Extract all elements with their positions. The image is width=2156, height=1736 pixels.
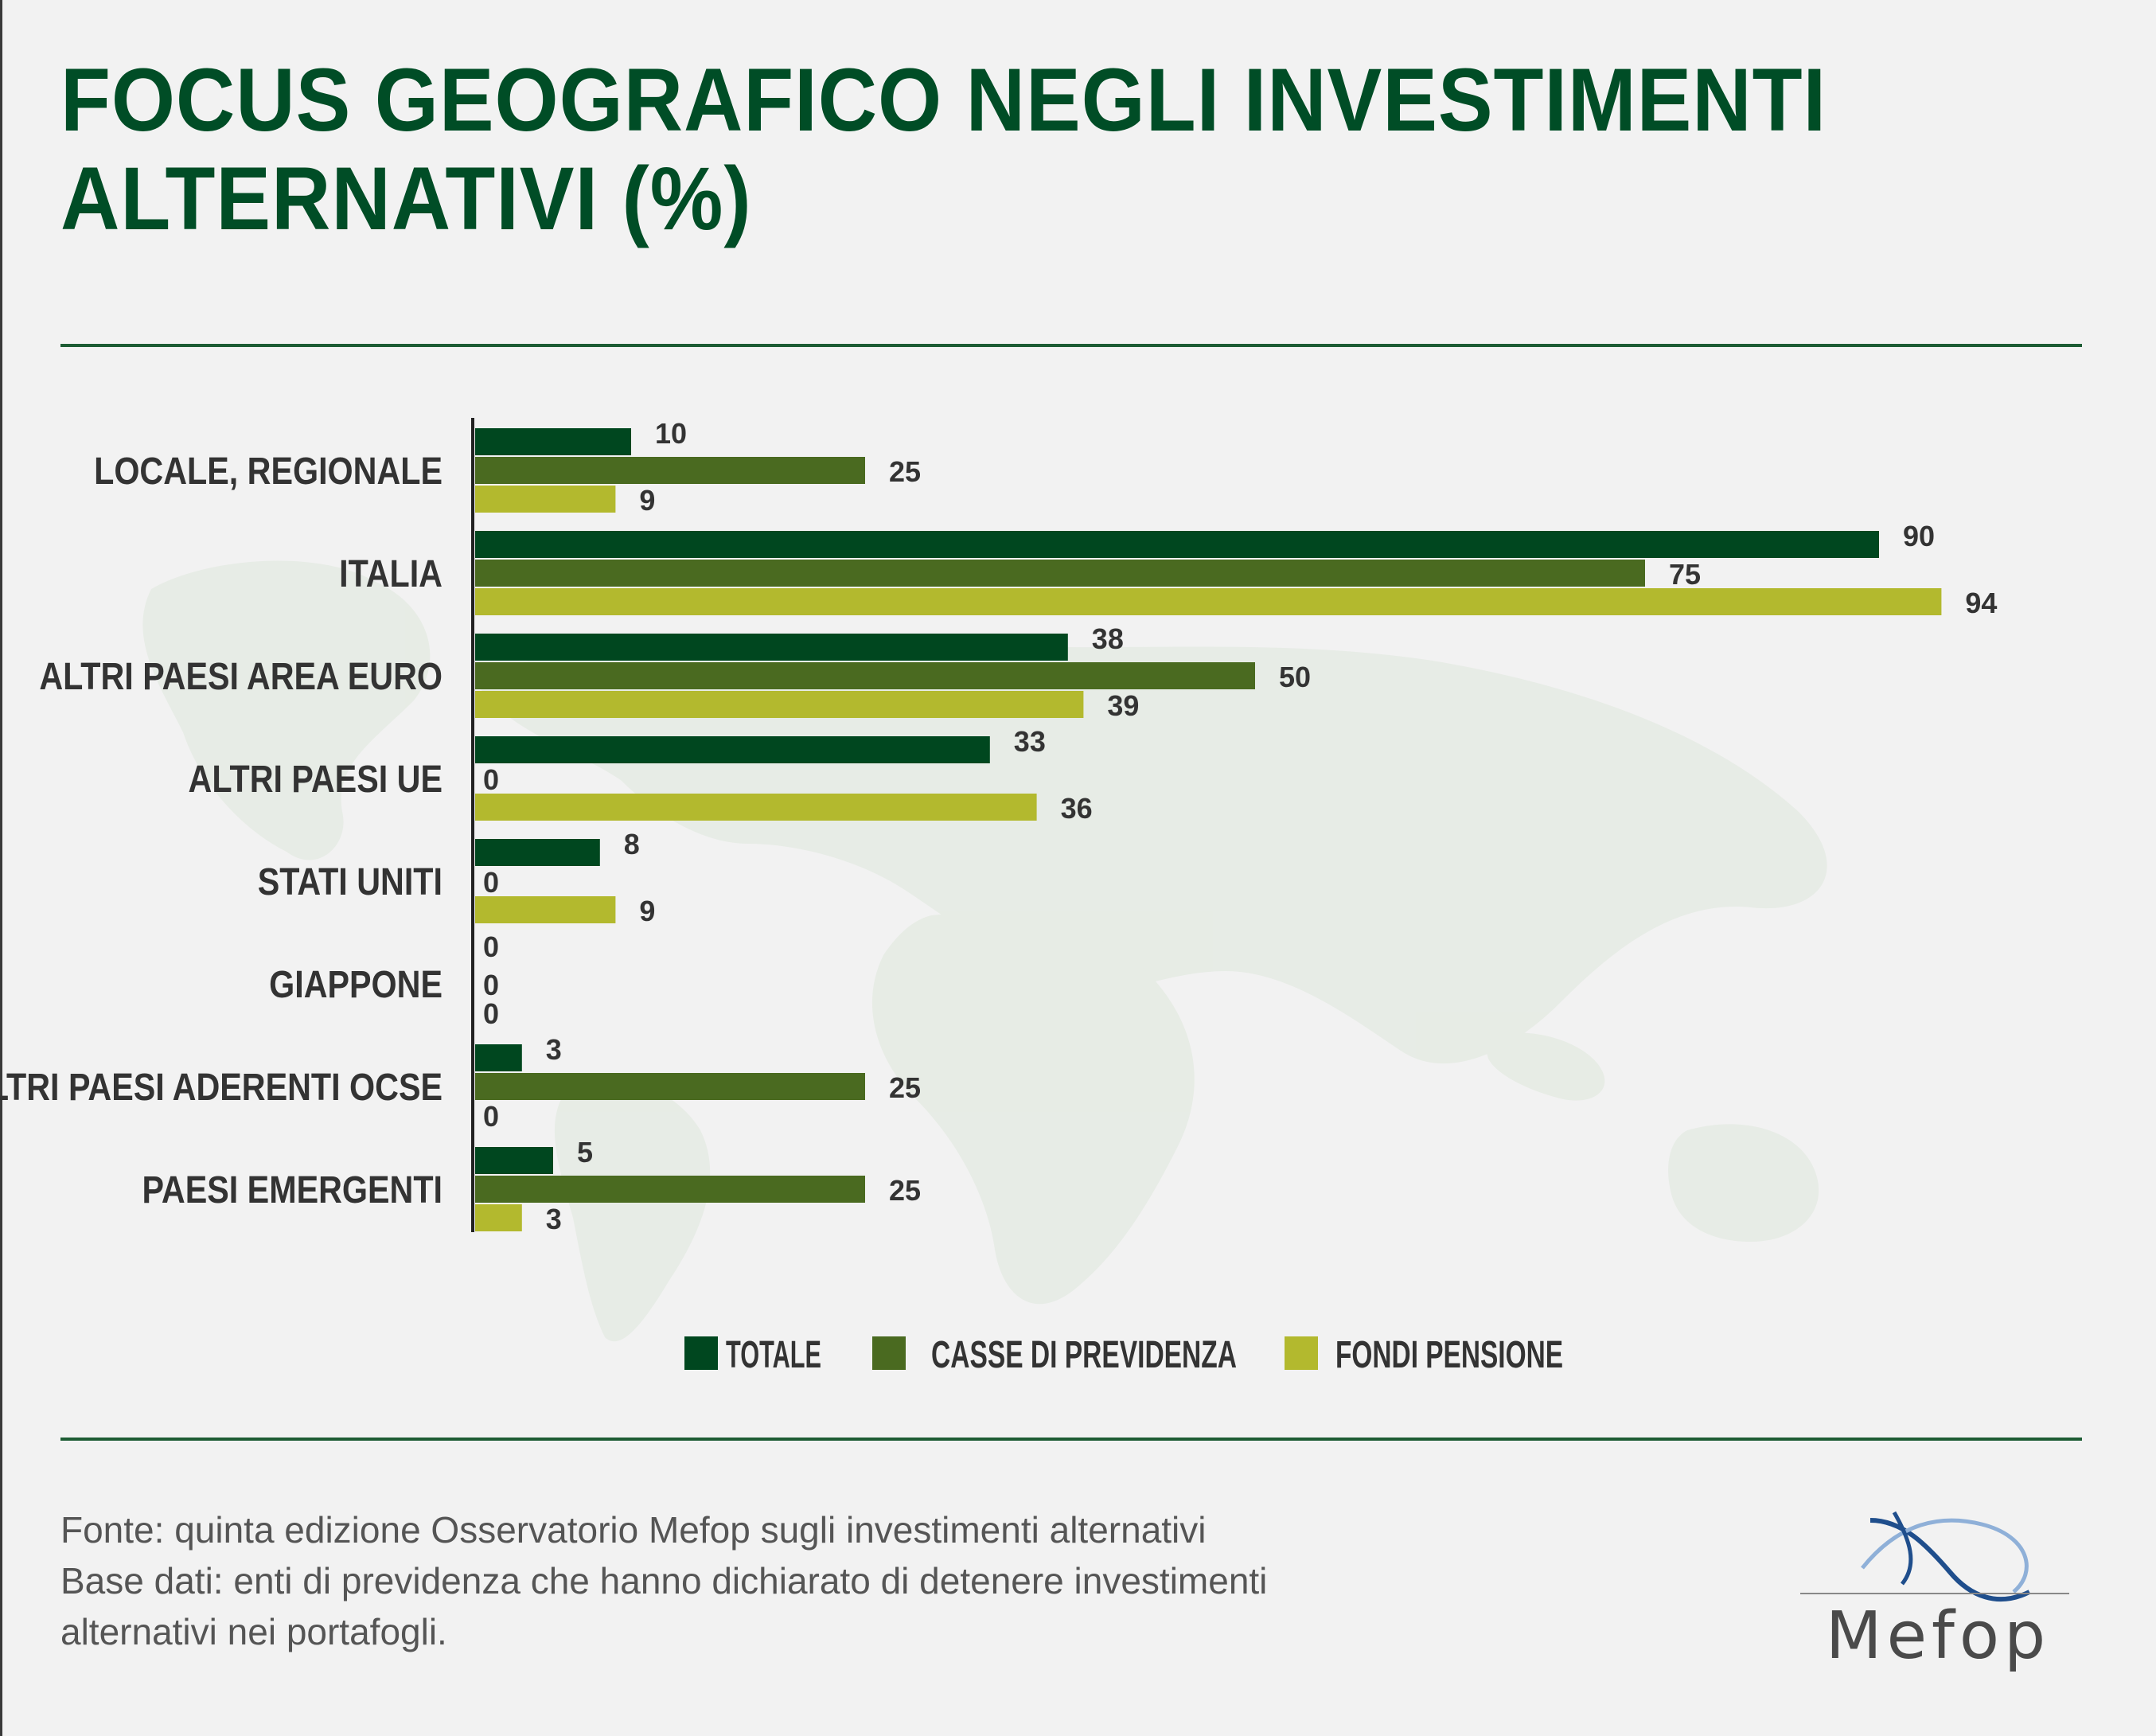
value-label-fondi-pensione-altri-paesi-ue: 36 — [1061, 792, 1093, 825]
legend-label-fondi: FONDI PENSIONE — [1335, 1334, 1563, 1376]
value-label-fondi-pensione-altri-paesi-aderenti-ocse: 0 — [483, 1100, 499, 1133]
value-label-casse-di-previdenza-giappone: 0 — [483, 969, 499, 1001]
value-label-totale-altri-paesi-ue: 33 — [1014, 725, 1046, 758]
legend-swatch-casse — [872, 1336, 906, 1370]
bar-totale-paesi-emergenti — [475, 1147, 553, 1174]
source-note: Fonte: quinta edizione Osservatorio Mefo… — [60, 1504, 1267, 1657]
value-label-casse-di-previdenza-italia: 75 — [1669, 558, 1701, 591]
value-label-fondi-pensione-giappone: 0 — [483, 997, 499, 1030]
value-label-totale-locale-regionale: 10 — [655, 417, 687, 450]
category-label-altri-paesi-area-euro: ALTRI PAESI AREA EURO — [39, 655, 443, 698]
bar-fondi-pensione-stati-uniti — [475, 896, 616, 923]
bar-totale-altri-paesi-aderenti-ocse — [475, 1044, 522, 1071]
value-label-totale-altri-paesi-area-euro: 38 — [1092, 622, 1124, 655]
bar-casse-di-previdenza-italia — [475, 560, 1645, 587]
category-label-paesi-emergenti: PAESI EMERGENTI — [142, 1168, 443, 1211]
source-line: Fonte: quinta edizione Osservatorio Mefo… — [60, 1509, 1207, 1551]
value-label-totale-stati-uniti: 8 — [624, 828, 640, 860]
value-label-casse-di-previdenza-altri-paesi-ue: 0 — [483, 763, 499, 796]
base-line-2: alternativi nei portafogli. — [60, 1611, 447, 1652]
legend-label-casse: CASSE DI PREVIDENZA — [931, 1334, 1237, 1376]
bar-casse-di-previdenza-altri-paesi-aderenti-ocse — [475, 1073, 865, 1100]
category-label-altri-paesi-aderenti-ocse: ALTRI PAESI ADERENTI OCSE — [0, 1066, 443, 1109]
bar-totale-italia — [475, 531, 1879, 558]
bar-casse-di-previdenza-locale-regionale — [475, 457, 865, 484]
logo-wordmark: Mefop — [1825, 1598, 2051, 1674]
base-line-1: Base dati: enti di previdenza che hanno … — [60, 1560, 1268, 1601]
legend-swatch-totale — [684, 1336, 718, 1370]
chart-title: FOCUS GEOGRAFICO NEGLI INVESTIMENTI ALTE… — [60, 50, 1827, 248]
value-label-totale-giappone: 0 — [483, 930, 499, 963]
mefop-logo — [1800, 1511, 2069, 1602]
bar-chart: LOCALE, REGIONALE ITALIA ALTRI PAESI AREA … — [0, 417, 1997, 1376]
bar-fondi-pensione-paesi-emergenti — [475, 1204, 522, 1231]
category-label-stati-uniti: STATI UNITI — [258, 860, 443, 903]
category-label-giappone: GIAPPONE — [269, 963, 443, 1006]
legend-label-totale: TOTALE — [726, 1334, 821, 1376]
value-label-fondi-pensione-locale-regionale: 9 — [639, 484, 655, 517]
value-label-fondi-pensione-italia: 94 — [1965, 587, 1997, 619]
bar-totale-altri-paesi-ue — [475, 736, 990, 763]
value-label-totale-paesi-emergenti: 5 — [577, 1136, 593, 1168]
bar-fondi-pensione-altri-paesi-area-euro — [475, 691, 1084, 718]
legend-swatch-fondi — [1285, 1336, 1318, 1370]
value-label-totale-altri-paesi-aderenti-ocse: 3 — [546, 1033, 562, 1066]
value-label-casse-di-previdenza-paesi-emergenti: 25 — [889, 1174, 921, 1207]
bar-casse-di-previdenza-paesi-emergenti — [475, 1176, 865, 1203]
left-border — [0, 0, 2, 1736]
bar-totale-locale-regionale — [475, 428, 631, 455]
bar-fondi-pensione-italia — [475, 588, 1942, 615]
logo-swoosh-cross — [1892, 1511, 1913, 1586]
value-label-totale-italia: 90 — [1903, 520, 1935, 552]
top-divider — [60, 344, 2082, 347]
bar-casse-di-previdenza-altri-paesi-area-euro — [475, 662, 1255, 689]
value-label-fondi-pensione-paesi-emergenti: 3 — [546, 1203, 562, 1235]
value-label-fondi-pensione-stati-uniti: 9 — [639, 895, 655, 927]
legend: TOTALE CASSE DI PREVIDENZA FONDI PENSION… — [684, 1334, 1563, 1376]
category-label-altri-paesi-ue: ALTRI PAESI UE — [189, 758, 443, 801]
category-label-locale-regionale: LOCALE, REGIONALE — [94, 450, 443, 493]
bar-totale-altri-paesi-area-euro — [475, 634, 1068, 661]
bottom-divider — [60, 1438, 2082, 1441]
value-label-casse-di-previdenza-stati-uniti: 0 — [483, 866, 499, 899]
logo-swoosh-light — [1861, 1518, 2029, 1594]
value-label-casse-di-previdenza-altri-paesi-area-euro: 50 — [1279, 661, 1311, 693]
logo-swoosh-dark — [1869, 1518, 2031, 1602]
value-label-casse-di-previdenza-locale-regionale: 25 — [889, 455, 921, 488]
bar-fondi-pensione-altri-paesi-ue — [475, 794, 1037, 821]
category-label-italia: ITALIA — [339, 552, 443, 595]
bar-totale-stati-uniti — [475, 839, 600, 866]
value-label-casse-di-previdenza-altri-paesi-aderenti-ocse: 25 — [889, 1071, 921, 1104]
bar-fondi-pensione-locale-regionale — [475, 486, 616, 513]
value-label-fondi-pensione-altri-paesi-area-euro: 39 — [1107, 689, 1139, 722]
